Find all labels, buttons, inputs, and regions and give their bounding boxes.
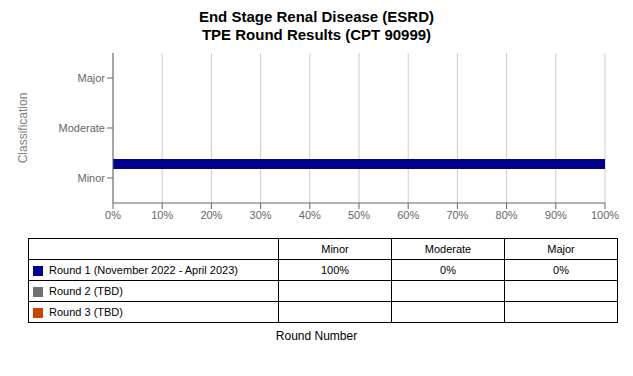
html-text:Round 2 (TBD): Round 2 (TBD) [49, 285, 123, 298]
svg-text:100%: 100% [591, 209, 619, 221]
html-text:TPE Round Results (CPT 90999): TPE Round Results (CPT 90999) [201, 26, 432, 43]
svg-text:80%: 80% [496, 209, 518, 221]
html-text:End Stage Renal Disease (ESRD): End Stage Renal Disease (ESRD) [199, 8, 434, 25]
html-text:Round 3 (TBD): Round 3 (TBD) [49, 306, 123, 319]
html-text:Round Number: Round Number [275, 329, 358, 343]
svg-text:40%: 40% [299, 209, 321, 221]
svg-text:0%: 0% [105, 209, 121, 221]
svg-text:Minor: Minor [77, 172, 105, 184]
svg-text:70%: 70% [446, 209, 468, 221]
svg-text:Classification: Classification [16, 93, 30, 164]
svg-text:20%: 20% [200, 209, 222, 221]
html-text:Moderate: Moderate [424, 243, 472, 255]
svg-text:10%: 10% [151, 209, 173, 221]
svg-text:90%: 90% [545, 209, 567, 221]
svg-text:Major: Major [77, 72, 105, 84]
html-text:100%: 100% [320, 264, 350, 276]
svg-text:Moderate: Moderate [59, 122, 105, 134]
svg-text:50%: 50% [348, 209, 370, 221]
svg-text:30%: 30% [250, 209, 272, 221]
svg-text:60%: 60% [397, 209, 419, 221]
html-text:Round 1 (November 2022 - April: Round 1 (November 2022 - April 2023) [49, 264, 238, 277]
html-text:0%: 0% [440, 264, 456, 276]
html-text:0%: 0% [553, 264, 569, 276]
html-text:Major: Major [547, 243, 575, 255]
html-text:Minor: Minor [321, 243, 349, 255]
